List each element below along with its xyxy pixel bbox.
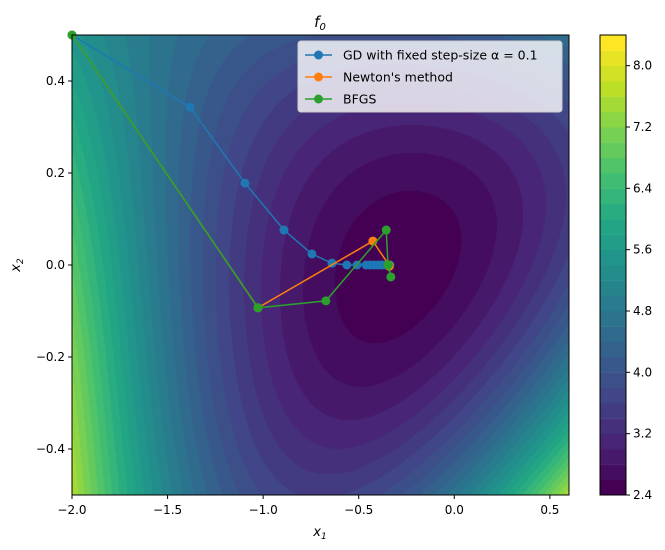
colorbar-tick-label: 5.6	[633, 243, 652, 257]
series-2-point-3	[381, 225, 391, 235]
x-tick-label: −1.0	[249, 503, 278, 517]
series-2-point-5	[386, 272, 396, 282]
series-0-point-3	[279, 225, 289, 235]
legend-label-0: GD with fixed step-size α = 0.1	[343, 48, 538, 63]
chart-title: f0	[314, 13, 326, 33]
colorbar-tick-label: 4.8	[633, 304, 652, 318]
colorbar-tick-label: 8.0	[633, 59, 652, 73]
x-tick-label: 0.0	[445, 503, 464, 517]
y-ticks: −0.4 −0.2 0.0 0.2 0.4	[36, 74, 72, 456]
colorbar-tick-label: 7.2	[633, 120, 652, 134]
x-tick-label: −2.0	[57, 503, 86, 517]
y-axis-label: x2	[9, 258, 26, 273]
x-tick-label: −1.5	[153, 503, 182, 517]
colorbar-ticks: 2.4 3.2 4.0 4.8 5.6 6.4 7.2 8.0	[626, 59, 652, 502]
x-ticks: −2.0 −1.5 −1.0 −0.5 0.0 0.5	[57, 495, 559, 517]
x-axis-label: x1	[312, 525, 326, 542]
x-tick-label: 0.5	[540, 503, 559, 517]
legend: GD with fixed step-size α = 0.1 Newton's …	[297, 40, 563, 113]
colorbar-tick-label: 3.2	[633, 427, 652, 441]
legend-box	[297, 40, 563, 113]
legend-marker	[314, 50, 323, 60]
legend-label-1: Newton's method	[343, 70, 453, 85]
series-0-point-1	[185, 102, 195, 112]
legend-label-2: BFGS	[343, 92, 376, 107]
series-2-point-6	[383, 260, 393, 270]
colorbar-tick-label: 6.4	[633, 181, 652, 195]
y-tick-label: 0.4	[46, 74, 65, 88]
series-2-point-1	[253, 303, 263, 313]
series-2-point-2	[321, 296, 331, 306]
y-tick-label: 0.2	[46, 166, 65, 180]
series-0-point-4	[307, 249, 317, 259]
legend-marker	[314, 72, 323, 82]
x-tick-label: −0.5	[344, 503, 373, 517]
colorbar-tick-label: 4.0	[633, 365, 652, 379]
y-tick-label: 0.0	[46, 258, 65, 272]
y-tick-label: −0.2	[36, 350, 65, 364]
y-tick-label: −0.4	[36, 442, 65, 456]
trajectories	[67, 30, 396, 313]
colorbar	[600, 35, 626, 495]
series-0-point-6	[342, 260, 352, 270]
series-0-point-2	[240, 178, 250, 188]
colorbar-frame	[599, 34, 627, 496]
colorbar-tick-label: 2.4	[633, 488, 652, 502]
legend-marker	[314, 94, 323, 104]
